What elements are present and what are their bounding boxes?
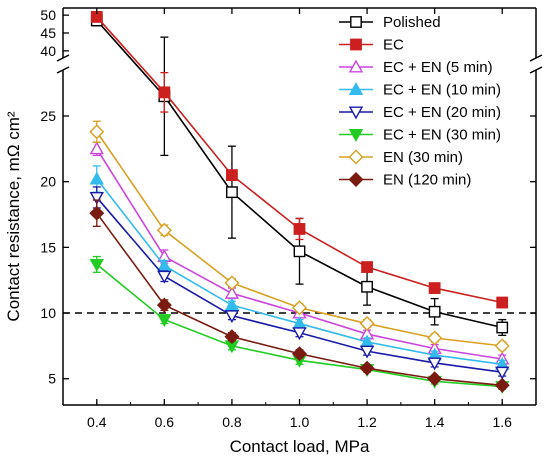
- data-point: [89, 258, 104, 272]
- legend-item: EC + EN (30 min): [339, 127, 501, 144]
- legend-item: EN (120 min): [339, 172, 471, 189]
- legend-marker: [348, 129, 364, 142]
- data-point: [292, 346, 307, 362]
- data-point: [157, 314, 172, 328]
- series-layer: [89, 11, 510, 395]
- y-axis-label: Contact resistance, mΩ cm²: [4, 111, 23, 321]
- data-point: [496, 296, 509, 309]
- data-point: [292, 300, 307, 316]
- legend-item: EC + EN (5 min): [339, 59, 493, 76]
- data-point: [89, 205, 105, 221]
- axis-break-mark: [529, 54, 543, 62]
- legend-marker: [348, 59, 364, 73]
- legend-marker: [348, 149, 364, 165]
- x-tick-label: 0.8: [222, 414, 242, 430]
- data-point: [89, 191, 104, 205]
- legend-label: EC + EN (20 min): [383, 104, 501, 121]
- legend-label: EN (120 min): [383, 172, 471, 189]
- data-point: [224, 275, 240, 291]
- data-point: [224, 310, 240, 324]
- y-tick-label: 50: [40, 7, 56, 23]
- data-point: [359, 316, 375, 332]
- x-tick-label: 0.6: [155, 414, 175, 430]
- x-tick-label: 1.6: [492, 414, 512, 430]
- data-point: [224, 297, 240, 311]
- series-ec-en-20-min: [89, 186, 510, 380]
- data-point: [156, 222, 172, 238]
- data-point: [494, 377, 510, 393]
- data-point: [496, 321, 509, 334]
- legend-label: EC + EN (5 min): [383, 59, 493, 76]
- y-tick-label: 20: [40, 174, 56, 190]
- data-point: [495, 366, 510, 380]
- legend-marker: [348, 106, 364, 120]
- data-point: [89, 124, 105, 140]
- data-point: [89, 141, 104, 155]
- axes: 0.4 0.6 0.8 1.0 1.2 1.4 1.6 5 10 15 20 25 40 45 50: [40, 7, 543, 430]
- data-point: [293, 223, 306, 235]
- data-point: [156, 297, 172, 313]
- legend-label: EC + EN (10 min): [383, 82, 501, 99]
- data-point: [428, 282, 441, 294]
- series-en-30-min: [89, 120, 510, 354]
- legend-marker: [350, 16, 362, 28]
- x-tick-label: 1.4: [425, 414, 445, 430]
- data-point: [494, 338, 510, 354]
- y-tick-label: 5: [48, 371, 56, 387]
- data-point: [293, 245, 306, 258]
- x-tick-label: 0.4: [87, 414, 107, 430]
- data-point: [157, 270, 172, 284]
- legend-label: EC: [383, 37, 404, 54]
- data-point: [359, 360, 375, 376]
- data-point: [361, 280, 373, 293]
- legend-item: Polished: [339, 14, 441, 31]
- legend-item: EC + EN (10 min): [339, 82, 501, 99]
- data-point: [361, 261, 373, 273]
- y-tick-label: 45: [40, 25, 56, 41]
- data-point: [427, 371, 443, 387]
- legend-marker: [348, 172, 364, 187]
- axis-break-mark: [56, 66, 70, 74]
- data-point: [292, 327, 307, 341]
- x-axis-label: Contact load, MPa: [230, 437, 370, 456]
- legend-marker: [348, 82, 364, 95]
- axis-break-mark: [56, 54, 70, 62]
- data-point: [428, 305, 441, 318]
- data-point: [158, 86, 171, 99]
- data-point: [226, 169, 238, 181]
- legend-item: EC + EN (20 min): [339, 104, 501, 121]
- legend-item: EN (30 min): [339, 149, 463, 166]
- legend: Polished EC EC + EN (5 min) EC + EN (10 min…: [339, 14, 501, 189]
- axis-break-mark: [529, 66, 543, 74]
- data-point: [224, 329, 240, 345]
- series-en-120-min: [89, 199, 510, 393]
- legend-label: EC + EN (30 min): [383, 127, 501, 144]
- legend-item: EC: [339, 37, 404, 54]
- legend-marker: [350, 38, 362, 51]
- legend-label: Polished: [383, 14, 441, 31]
- y-tick-label: 15: [40, 239, 56, 255]
- x-tick-label: 1.0: [290, 414, 310, 430]
- data-point: [359, 345, 375, 359]
- x-tick-label: 1.2: [357, 414, 377, 430]
- y-tick-label: 40: [40, 43, 56, 59]
- data-point: [427, 357, 442, 371]
- data-point: [427, 330, 443, 346]
- y-tick-label: 10: [40, 305, 56, 321]
- legend-label: EN (30 min): [383, 149, 463, 166]
- y-tick-label: 25: [40, 108, 56, 124]
- data-point: [226, 186, 238, 199]
- data-point: [89, 171, 104, 185]
